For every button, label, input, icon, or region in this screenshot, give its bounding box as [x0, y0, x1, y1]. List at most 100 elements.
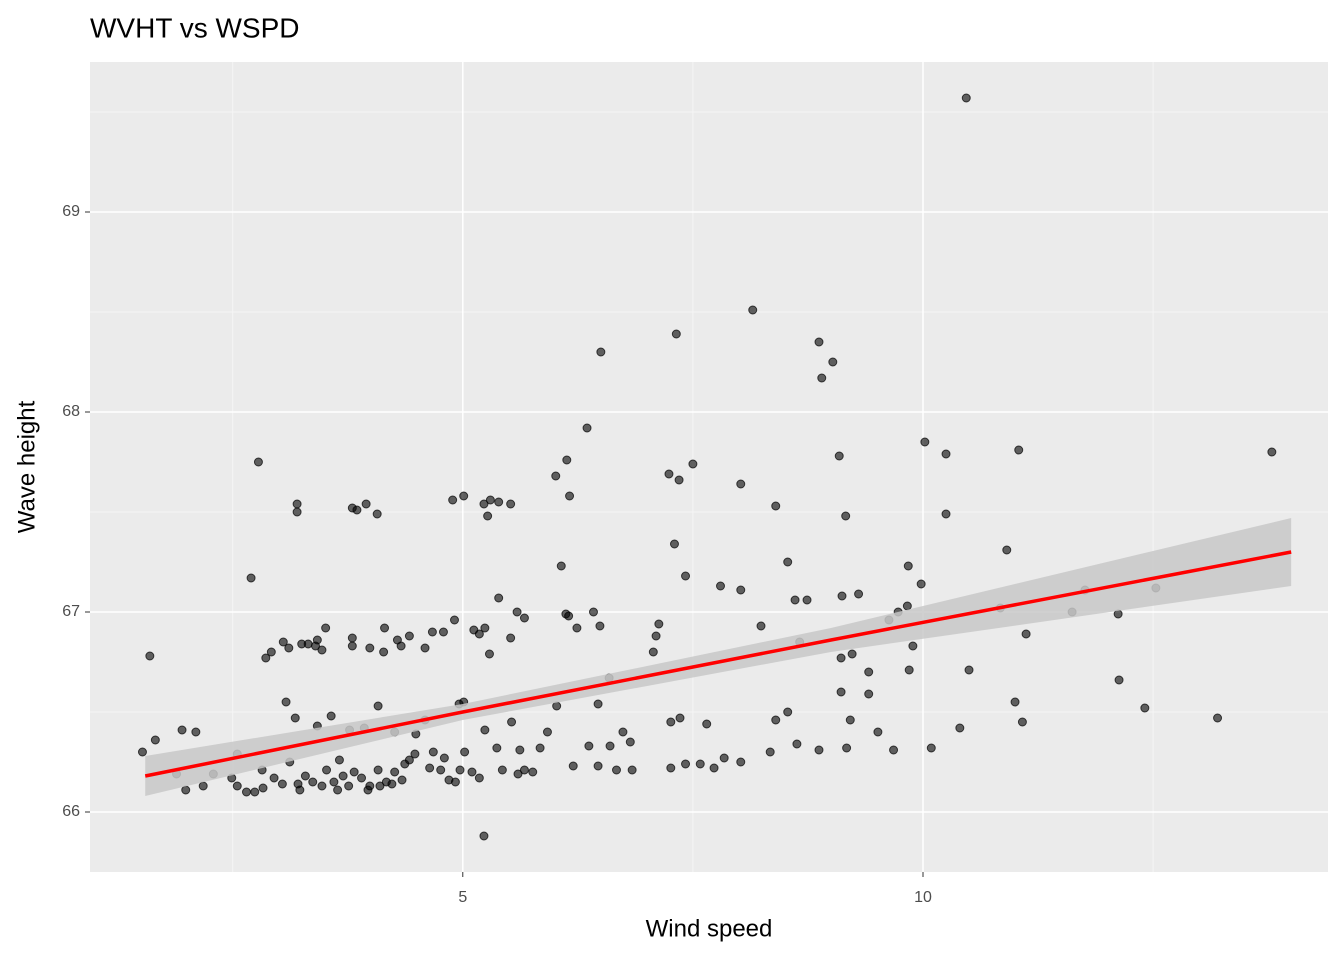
point — [716, 581, 726, 591]
point — [459, 491, 469, 501]
point — [654, 619, 664, 629]
point — [281, 697, 291, 707]
point — [380, 623, 390, 633]
point — [854, 589, 864, 599]
point — [266, 647, 276, 657]
point — [908, 641, 918, 651]
point — [513, 769, 523, 779]
point — [379, 647, 389, 657]
point — [438, 627, 448, 637]
point — [290, 713, 300, 723]
point — [261, 653, 271, 663]
point — [483, 511, 493, 521]
point — [920, 437, 930, 447]
point — [941, 509, 951, 519]
point — [666, 763, 676, 773]
point — [916, 579, 926, 589]
point — [1114, 675, 1124, 685]
point — [765, 747, 775, 757]
point — [181, 785, 191, 795]
point — [845, 715, 855, 725]
point — [303, 639, 313, 649]
point — [675, 713, 685, 723]
point — [497, 765, 507, 775]
point — [748, 305, 758, 315]
point — [365, 643, 375, 653]
point — [814, 337, 824, 347]
point — [492, 743, 502, 753]
point — [363, 785, 373, 795]
point — [177, 725, 187, 735]
point — [400, 759, 410, 769]
point — [344, 781, 354, 791]
point — [373, 701, 383, 711]
point — [512, 607, 522, 617]
point — [347, 641, 357, 651]
point — [474, 773, 484, 783]
x-axis-label: Wind speed — [646, 915, 773, 942]
point — [515, 745, 525, 755]
point — [420, 643, 430, 653]
point — [964, 665, 974, 675]
point — [241, 787, 251, 797]
point — [552, 701, 562, 711]
point — [593, 699, 603, 709]
point — [410, 749, 420, 759]
point — [484, 649, 494, 659]
point — [618, 727, 628, 737]
point — [329, 777, 339, 787]
point — [480, 623, 490, 633]
point — [439, 753, 449, 763]
point — [436, 765, 446, 775]
point — [1014, 445, 1024, 455]
point — [836, 687, 846, 697]
point — [551, 471, 561, 481]
point — [467, 767, 477, 777]
point — [736, 585, 746, 595]
point — [507, 717, 517, 727]
point — [198, 781, 208, 791]
point — [428, 747, 438, 757]
point — [625, 737, 635, 747]
point — [387, 779, 397, 789]
point — [494, 497, 504, 507]
point — [485, 495, 495, 505]
point — [719, 753, 729, 763]
point — [669, 539, 679, 549]
y-tick-label: 66 — [62, 803, 80, 820]
point — [295, 785, 305, 795]
point — [648, 647, 658, 657]
point — [232, 781, 242, 791]
point — [902, 601, 912, 611]
point — [792, 739, 802, 749]
point — [595, 621, 605, 631]
point — [1267, 447, 1277, 457]
point — [528, 767, 538, 777]
point — [474, 629, 484, 639]
x-tick-label: 5 — [458, 889, 467, 906]
point — [333, 785, 343, 795]
point — [702, 719, 712, 729]
point — [864, 689, 874, 699]
point — [873, 727, 883, 737]
point — [322, 765, 332, 775]
point — [681, 571, 691, 581]
point — [681, 759, 691, 769]
point — [479, 499, 489, 509]
point — [889, 745, 899, 755]
point — [841, 511, 851, 521]
point — [817, 373, 827, 383]
point — [137, 747, 147, 757]
point — [494, 593, 504, 603]
point — [455, 765, 465, 775]
point — [300, 771, 310, 781]
point — [584, 741, 594, 751]
point — [278, 637, 288, 647]
point — [448, 495, 458, 505]
point — [269, 773, 279, 783]
point — [1021, 629, 1031, 639]
point — [277, 779, 287, 789]
point — [284, 643, 294, 653]
point — [250, 787, 260, 797]
